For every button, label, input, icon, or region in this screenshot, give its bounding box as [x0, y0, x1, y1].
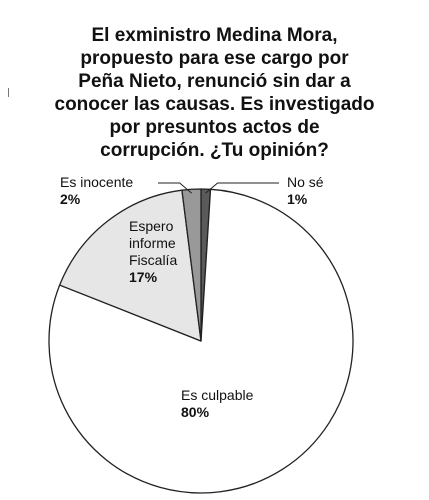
chart-title-line: Peña Nieto, renunció sin dar a [78, 71, 351, 92]
slice-value-label: 2% [60, 191, 81, 207]
chart-title-line: conocer las causas. Es investigado [54, 94, 375, 115]
chart-title-line: corrupción. ¿Tu opinión? [100, 140, 329, 161]
leader-lines [158, 182, 279, 194]
slice-label-name: Es inocente [60, 174, 134, 190]
slice-label-espero-informe: Espero informe Fiscalía 17% [129, 218, 229, 286]
slice-label-name: No sé [287, 174, 324, 190]
slice-label-no-se: No sé 1% [287, 174, 367, 208]
pie-slice-es-inocente [181, 188, 202, 342]
slice-label-name: Es culpable [181, 387, 254, 403]
slice-value-label: 80% [181, 404, 210, 420]
chart-title: El exministro Medina Mora, propuesto par… [14, 24, 415, 162]
chart-title-line: El exministro Medina Mora, [91, 25, 338, 46]
slice-value-label: 17% [129, 269, 158, 285]
slice-value-label: 1% [287, 191, 308, 207]
chart-title-line: propuesto para ese cargo por [80, 48, 349, 69]
chart-title-line: por presuntos actos de [109, 117, 320, 138]
slice-label-name-line: Fiscalía [129, 252, 178, 268]
margin-tick-mark [8, 88, 9, 97]
slice-label-es-culpable: Es culpable 80% [181, 387, 301, 421]
slice-label-name-line: Espero [129, 218, 174, 234]
leader-line-es-inocente [158, 182, 193, 194]
slice-label-name-line: informe [129, 235, 176, 251]
leader-line-no-se [205, 182, 279, 194]
pie-slice-espero-informe-fiscalia [59, 189, 202, 342]
slice-label-es-inocente: Es inocente 2% [60, 174, 170, 208]
